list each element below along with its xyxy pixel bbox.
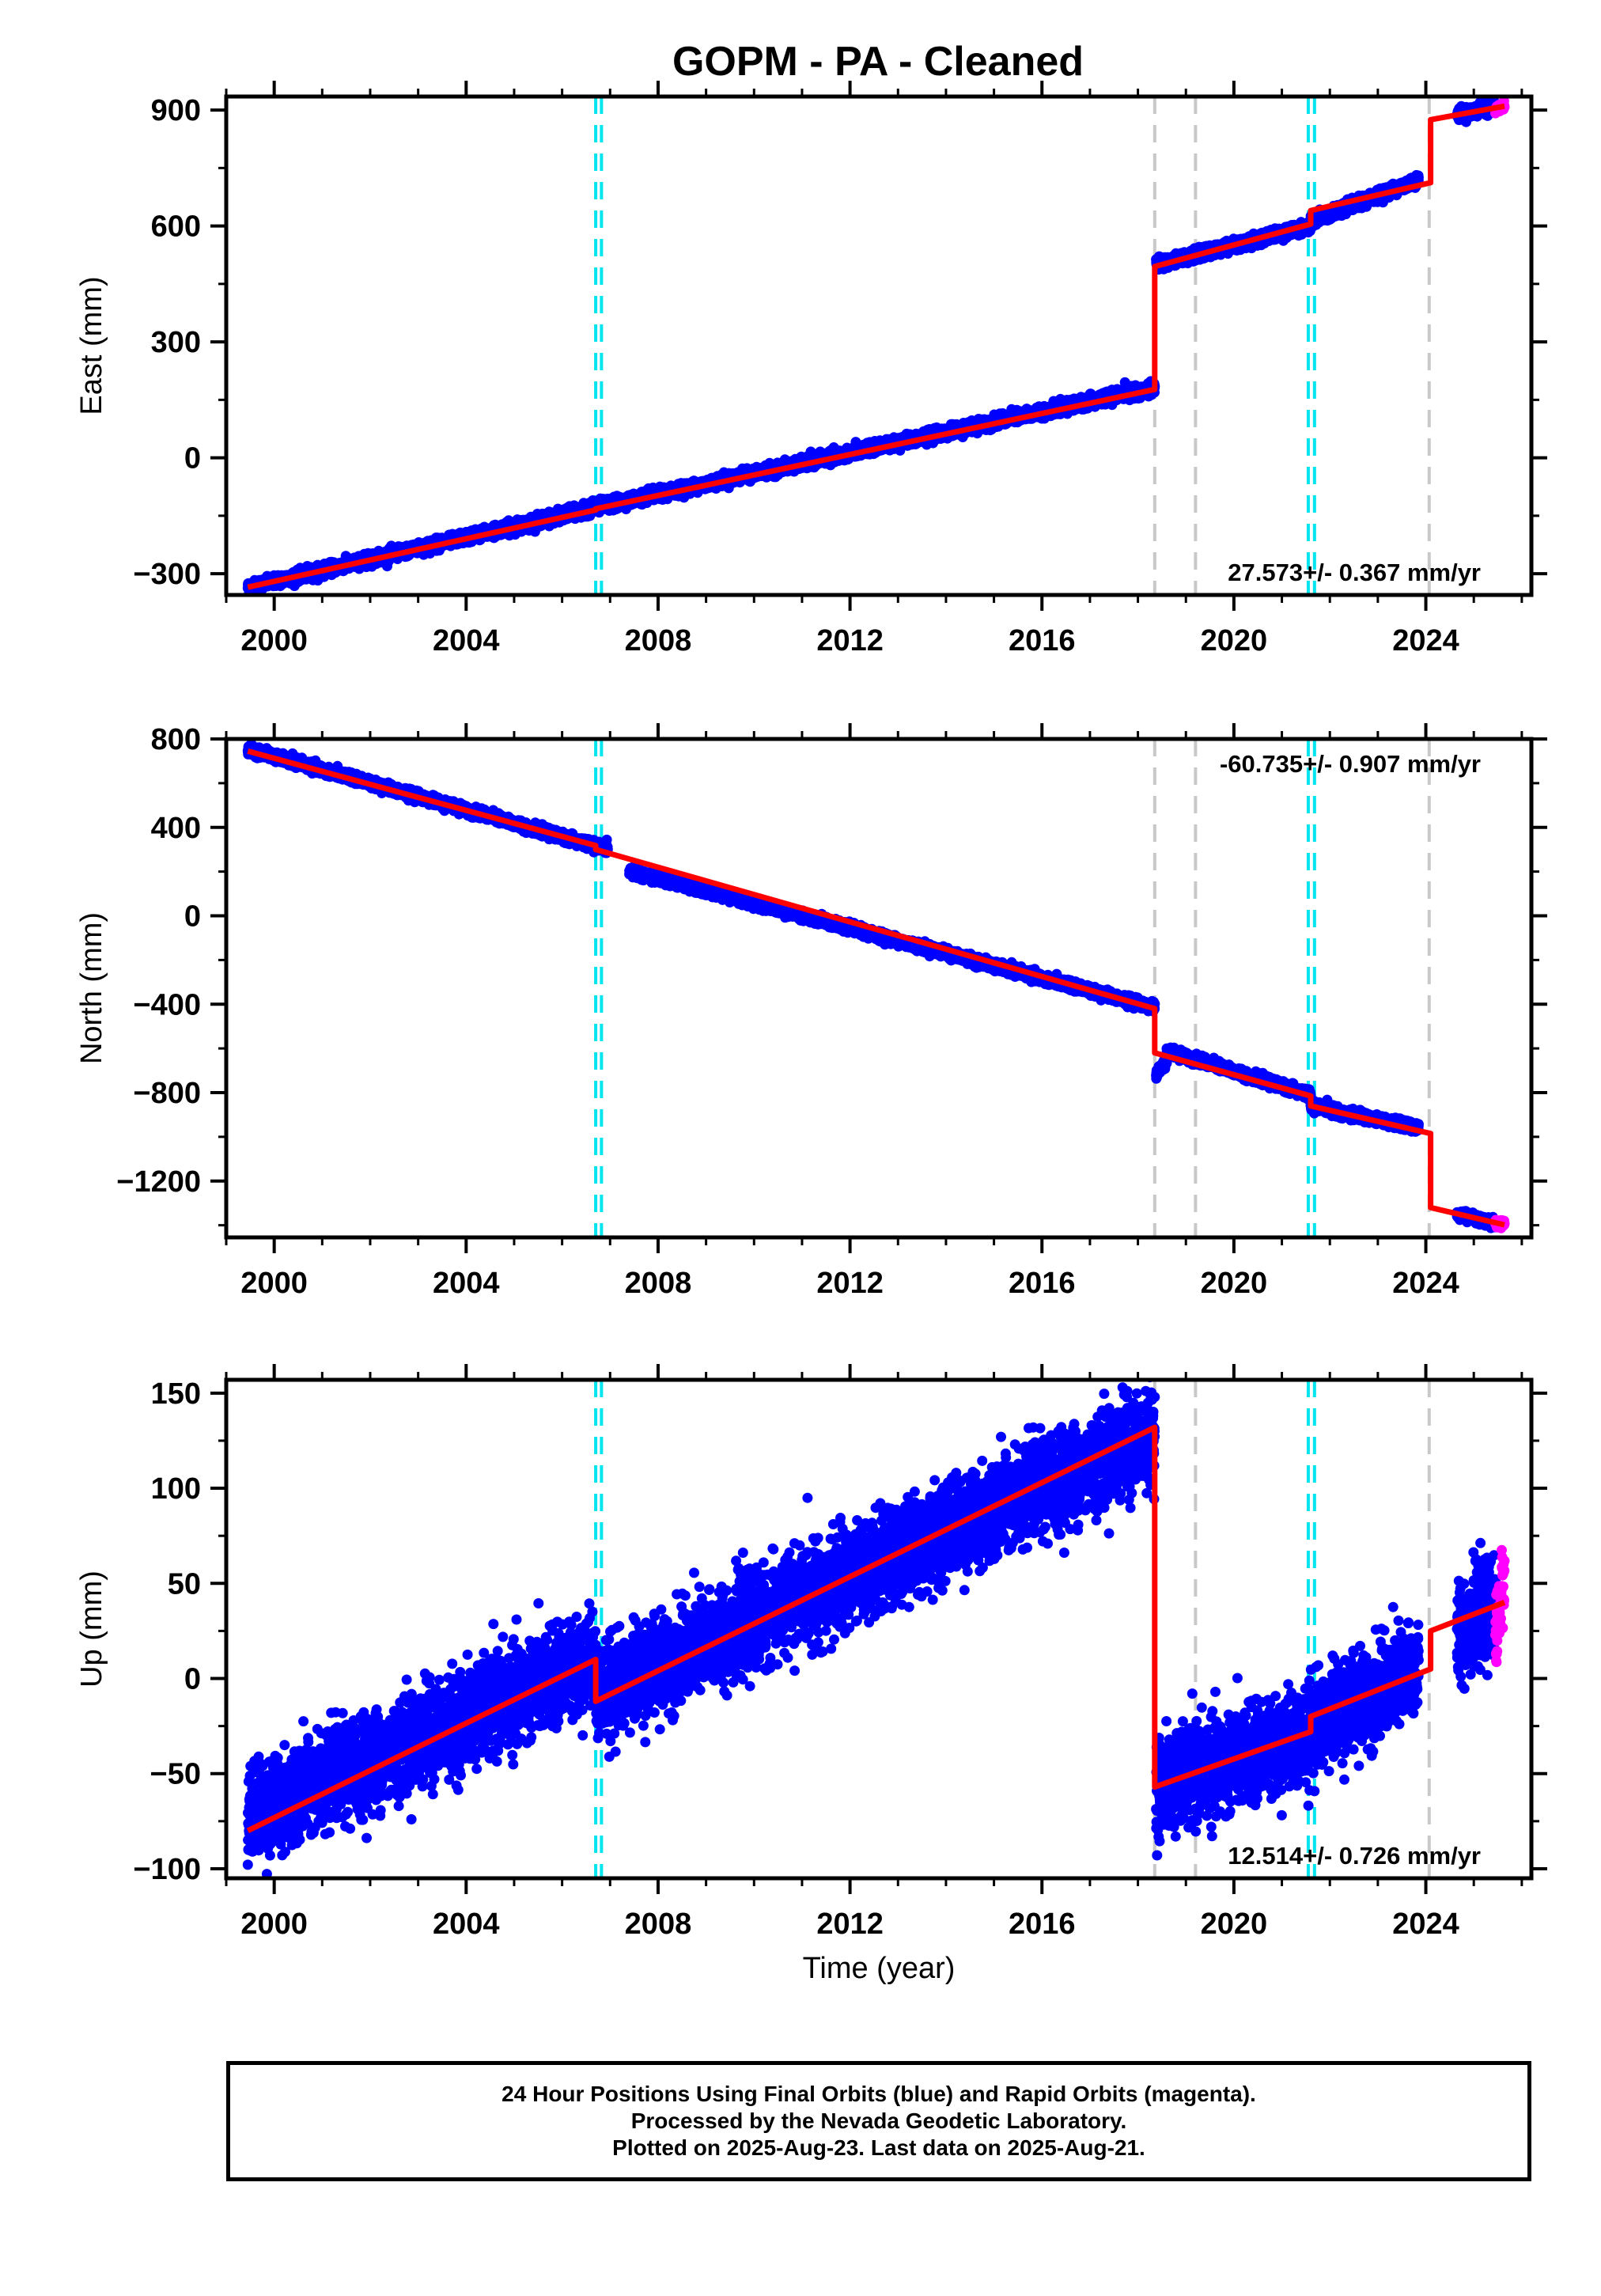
figure-title: GOPM - PA - Cleaned — [672, 39, 1084, 85]
final-orbit-points — [242, 97, 1501, 595]
